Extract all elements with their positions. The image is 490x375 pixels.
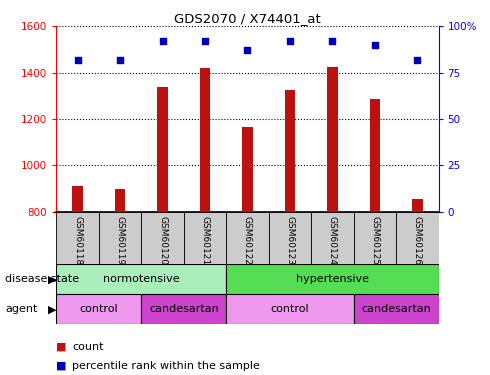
Text: agent: agent — [5, 304, 37, 314]
Title: GDS2070 / X74401_at: GDS2070 / X74401_at — [174, 12, 321, 25]
Bar — [311, 212, 354, 264]
Bar — [226, 264, 439, 294]
Text: GSM60122: GSM60122 — [243, 216, 252, 264]
Text: GSM60119: GSM60119 — [116, 216, 124, 265]
Text: GSM60125: GSM60125 — [370, 216, 379, 265]
Text: hypertensive: hypertensive — [296, 274, 369, 284]
Point — [244, 47, 251, 53]
Text: control: control — [270, 304, 309, 314]
Text: ■: ■ — [56, 342, 67, 352]
Text: GSM60121: GSM60121 — [200, 216, 210, 265]
Bar — [226, 294, 354, 324]
Bar — [412, 199, 422, 212]
Bar — [396, 212, 439, 264]
Text: GSM60124: GSM60124 — [328, 216, 337, 264]
Bar — [157, 87, 168, 212]
Text: percentile rank within the sample: percentile rank within the sample — [72, 361, 260, 370]
Text: GSM60126: GSM60126 — [413, 216, 422, 265]
Text: disease state: disease state — [5, 274, 79, 284]
Point — [371, 42, 379, 48]
Text: ▶: ▶ — [48, 274, 57, 284]
Bar — [56, 264, 226, 294]
Bar — [226, 212, 269, 264]
Point — [414, 57, 421, 63]
Text: control: control — [79, 304, 118, 314]
Point — [201, 38, 209, 44]
Bar — [141, 212, 184, 264]
Bar — [369, 99, 380, 212]
Bar — [327, 67, 338, 212]
Text: GSM60120: GSM60120 — [158, 216, 167, 265]
Text: GSM60123: GSM60123 — [285, 216, 294, 265]
Text: ▶: ▶ — [48, 304, 57, 314]
Text: candesartan: candesartan — [149, 304, 219, 314]
Bar — [141, 294, 226, 324]
Bar — [56, 294, 141, 324]
Point — [286, 38, 294, 44]
Bar — [56, 212, 99, 264]
Text: GSM60118: GSM60118 — [73, 216, 82, 265]
Bar — [115, 189, 125, 212]
Bar — [242, 127, 253, 212]
Bar — [184, 212, 226, 264]
Point — [74, 57, 81, 63]
Text: ■: ■ — [56, 361, 67, 370]
Bar — [99, 212, 141, 264]
Bar — [73, 186, 83, 212]
Point — [328, 38, 336, 44]
Bar — [354, 294, 439, 324]
Point — [116, 57, 124, 63]
Point — [159, 38, 167, 44]
Bar — [285, 90, 295, 212]
Text: count: count — [72, 342, 103, 352]
Text: normotensive: normotensive — [103, 274, 180, 284]
Bar — [269, 212, 311, 264]
Bar — [200, 68, 210, 212]
Text: candesartan: candesartan — [361, 304, 431, 314]
Bar — [354, 212, 396, 264]
